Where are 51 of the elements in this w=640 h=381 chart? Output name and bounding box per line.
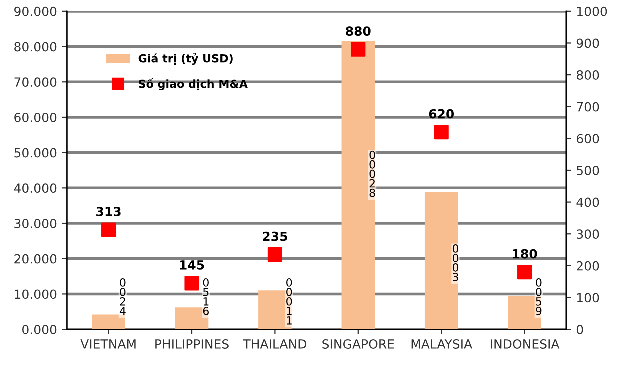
y-tick-label: 10.000: [15, 290, 57, 300]
y2-tick-label: 700: [577, 102, 600, 112]
annotation: 0516: [203, 278, 209, 316]
legend-label: Số giao dịch M&A: [139, 78, 248, 90]
x-tick-label: PHILIPPINES: [156, 340, 229, 349]
y2-tick-label: 900: [576, 38, 600, 48]
y-tick-label: 80.000: [14, 42, 57, 52]
y2-tick-label: 300: [577, 230, 600, 240]
y-tick-label: 40.000: [14, 184, 57, 194]
annotation: 00028: [370, 150, 376, 198]
point: [351, 42, 366, 57]
data-label: 880: [346, 26, 371, 36]
bar: [175, 308, 209, 330]
point: [518, 265, 532, 280]
data-label: 313: [96, 207, 121, 216]
y-tick-label: 90.000: [14, 6, 57, 16]
y-tick-label: 20.000: [14, 254, 57, 264]
y2-tick-label: 500: [577, 166, 600, 176]
data-label: 180: [513, 249, 538, 259]
y-tick-label: 0.000: [22, 325, 57, 334]
annotation: 0003: [452, 244, 459, 282]
x-tick-label: THAILAND: [243, 340, 306, 349]
bar: [92, 314, 126, 330]
y2-tick-label: 400: [576, 198, 600, 208]
annotation: 0024: [120, 278, 126, 316]
y-tick-label: 70.000: [14, 78, 57, 88]
y2-tick-label: 600: [576, 134, 600, 144]
data-label: 145: [180, 260, 204, 270]
y2-tick-label: 1000: [577, 6, 608, 16]
y2-tick-label: 100: [577, 293, 600, 303]
data-label: 235: [263, 232, 288, 242]
point: [434, 125, 449, 140]
bar: [342, 41, 376, 330]
annotation: 00011: [286, 278, 292, 325]
point: [184, 276, 200, 291]
x-tick-label: SINGAPORE: [322, 340, 394, 349]
y-tick-label: 50.000: [14, 148, 57, 158]
y2-tick-label: 0: [576, 325, 584, 334]
annotation: 0059: [536, 278, 542, 316]
bar: [424, 192, 458, 330]
point: [102, 222, 116, 238]
y2-tick-label: 800: [576, 70, 600, 80]
y-tick-label: 30.000: [14, 218, 57, 228]
x-tick-label: INDONESIA: [491, 340, 560, 349]
x-tick-label: VIETNAM: [80, 340, 136, 349]
y-tick-label: 60.000: [14, 112, 57, 122]
legend-label: Giá trị (tỷ USD): [138, 53, 233, 66]
data-label: 620: [429, 109, 454, 119]
point: [268, 248, 282, 262]
y2-tick-label: 200: [577, 261, 600, 271]
x-tick-label: MALAYSIA: [412, 340, 472, 349]
